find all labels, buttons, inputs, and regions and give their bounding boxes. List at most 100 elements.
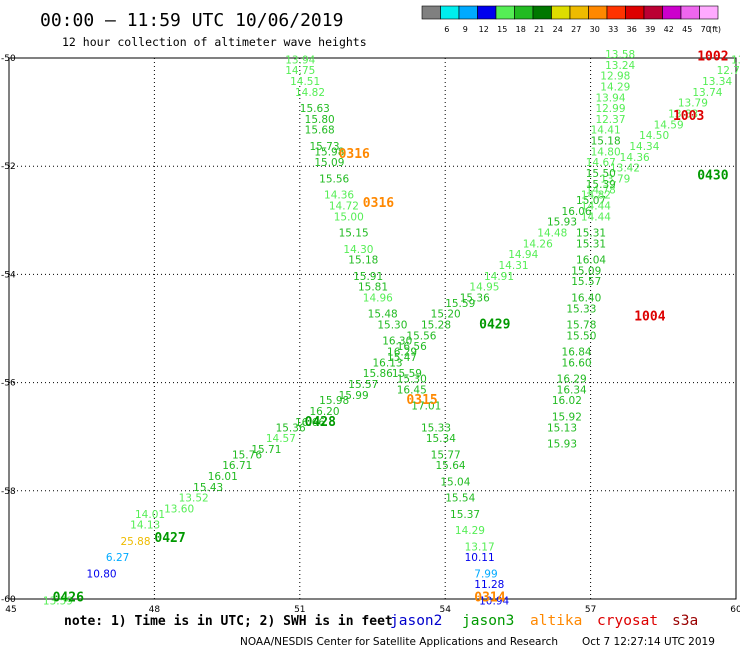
x-tick-label: 48 xyxy=(149,605,161,615)
legend-bin-label: 9 xyxy=(463,25,468,34)
mission-legend-s3a: s3a xyxy=(672,613,698,629)
swh-value-label: 14.36 xyxy=(324,190,354,202)
pass-id-label: 0316 xyxy=(339,147,370,162)
swh-value-label: 11.28 xyxy=(474,579,504,591)
swh-value-label: 14.31 xyxy=(499,260,529,272)
swh-value-label: 15.37 xyxy=(450,509,480,521)
pass-id-label: 0427 xyxy=(154,531,185,546)
swh-value-label: 13.79 xyxy=(678,98,708,110)
swh-value-label: 15.43 xyxy=(193,482,223,494)
swh-value-label: 17.01 xyxy=(411,401,441,413)
swh-value-label: 15.73 xyxy=(309,141,339,153)
x-tick-label: 57 xyxy=(585,605,596,615)
swh-value-label: 12.37 xyxy=(595,114,625,126)
swh-value-label: 15.34 xyxy=(426,433,456,445)
swh-value-label: 14.57 xyxy=(266,433,296,445)
swh-value-label: 15.99 xyxy=(339,390,369,402)
swh-value-label: 16.45 xyxy=(397,384,427,396)
pass-id-label: 0315 xyxy=(406,393,437,408)
swh-value-label: 15.15 xyxy=(339,228,369,240)
mission-legend: jason2 jason3 altika cryosat s3a xyxy=(390,613,698,629)
legend-swatch xyxy=(495,5,515,20)
swh-value-label: 16.34 xyxy=(557,384,587,396)
swh-value-label: 14.67 xyxy=(586,157,616,169)
swh-value-label: 15.56 xyxy=(406,330,436,342)
swh-value-label: 16.60 xyxy=(562,357,592,369)
swh-value-label: 16.71 xyxy=(222,460,252,472)
swh-value-label: 14.96 xyxy=(363,292,393,304)
swh-value-label: 15.57 xyxy=(348,379,378,391)
swh-value-label: 16.29 xyxy=(557,374,587,386)
swh-value-label: 15.81 xyxy=(358,282,388,294)
legend-bin-label: 39 xyxy=(645,25,655,34)
swh-value-label: 16.06 xyxy=(562,206,592,218)
plot-frame xyxy=(8,57,737,600)
swh-value-label: 14.41 xyxy=(591,125,621,137)
swh-value-label: 14.29 xyxy=(455,525,485,537)
swh-value-label: 15.47 xyxy=(387,352,417,364)
legend-bin-label: 45 xyxy=(682,25,692,34)
swh-value-label: 15.59 xyxy=(445,298,475,310)
swh-value-label: 15.09 xyxy=(571,265,601,277)
mission-legend-altika: altika xyxy=(530,613,582,629)
swh-value-label: 12.99 xyxy=(595,103,625,115)
swh-value-label: 14.01 xyxy=(135,509,165,521)
swh-value-label: 16.40 xyxy=(571,292,601,304)
x-tick-label: 60 xyxy=(730,605,740,615)
swh-value-label: 16.20 xyxy=(309,406,339,418)
swh-value-label: 14.82 xyxy=(581,190,611,202)
pass-id-label: 0429 xyxy=(479,318,510,333)
swh-value-label: 16.02 xyxy=(552,395,582,407)
swh-value-label: 16.13 xyxy=(373,357,403,369)
swh-value-label: 16.56 xyxy=(397,341,427,353)
legend-swatch xyxy=(588,5,608,20)
credit-left: NOAA/NESDIS Center for Satellite Applica… xyxy=(240,636,558,648)
legend-bin-label: 36 xyxy=(627,25,637,34)
swh-value-label: 10.94 xyxy=(479,595,509,607)
pass-id-label: 1003 xyxy=(673,109,704,124)
x-tick-label: 45 xyxy=(5,605,16,615)
swh-value-label: 15.56 xyxy=(319,173,349,185)
legend-swatch xyxy=(625,5,645,20)
swh-value-label: 13.59 xyxy=(43,595,73,607)
swh-value-label: 15.93 xyxy=(547,439,577,451)
swh-value-label: 16.29 xyxy=(387,347,417,359)
mission-legend-jason3: jason3 xyxy=(462,613,514,629)
legend-swatch xyxy=(440,5,460,20)
x-tick-label: 51 xyxy=(294,605,305,615)
swh-value-label: 14.30 xyxy=(343,244,373,256)
swh-value-label: 16.84 xyxy=(562,347,592,359)
swh-value-label: 15.50 xyxy=(586,168,616,180)
swh-value-label: 15.33 xyxy=(566,303,596,315)
swh-value-label: 15.30 xyxy=(397,374,427,386)
swh-value-label: 15.09 xyxy=(314,157,344,169)
swh-value-label: 15.98 xyxy=(319,395,349,407)
pass-id-label: 0316 xyxy=(363,196,394,211)
swh-value-label: 14.26 xyxy=(523,238,553,250)
credit-right: Oct 7 12:27:14 UTC 2019 xyxy=(582,636,715,648)
swh-value-label: 13.52 xyxy=(179,493,209,505)
legend-bin-label: 27 xyxy=(571,25,581,34)
pass-id-label: 0426 xyxy=(53,591,84,606)
legend-bin-label: 21 xyxy=(534,25,544,34)
y-tick-label: -50 xyxy=(1,54,16,64)
swh-value-label: 15.07 xyxy=(576,195,606,207)
legend-swatch xyxy=(606,5,626,20)
chart-subtitle: 12 hour collection of altimeter wave hei… xyxy=(62,35,367,49)
legend-swatch xyxy=(643,5,663,20)
pass-id-label: 0430 xyxy=(697,169,728,184)
swh-value-label: 13.42 xyxy=(610,163,640,175)
swh-value-label: 14.51 xyxy=(290,76,320,88)
swh-value-label: 15.77 xyxy=(431,449,461,461)
legend-swatch xyxy=(477,5,497,20)
swh-value-label: 10.80 xyxy=(87,568,117,580)
axis-ticks: 45 48 51 54 57 60 -50 -52 -54 -56 -58 -60 xyxy=(1,54,740,615)
x-tick-label: 54 xyxy=(439,605,451,615)
swh-value-label: 14.44 xyxy=(581,200,611,212)
swh-value-label: 13.74 xyxy=(692,87,722,99)
swh-value-label: 15.33 xyxy=(421,422,451,434)
grid xyxy=(9,58,736,599)
swh-value-label: 13.17 xyxy=(465,541,495,553)
swh-value-label: 15.30 xyxy=(377,320,407,332)
